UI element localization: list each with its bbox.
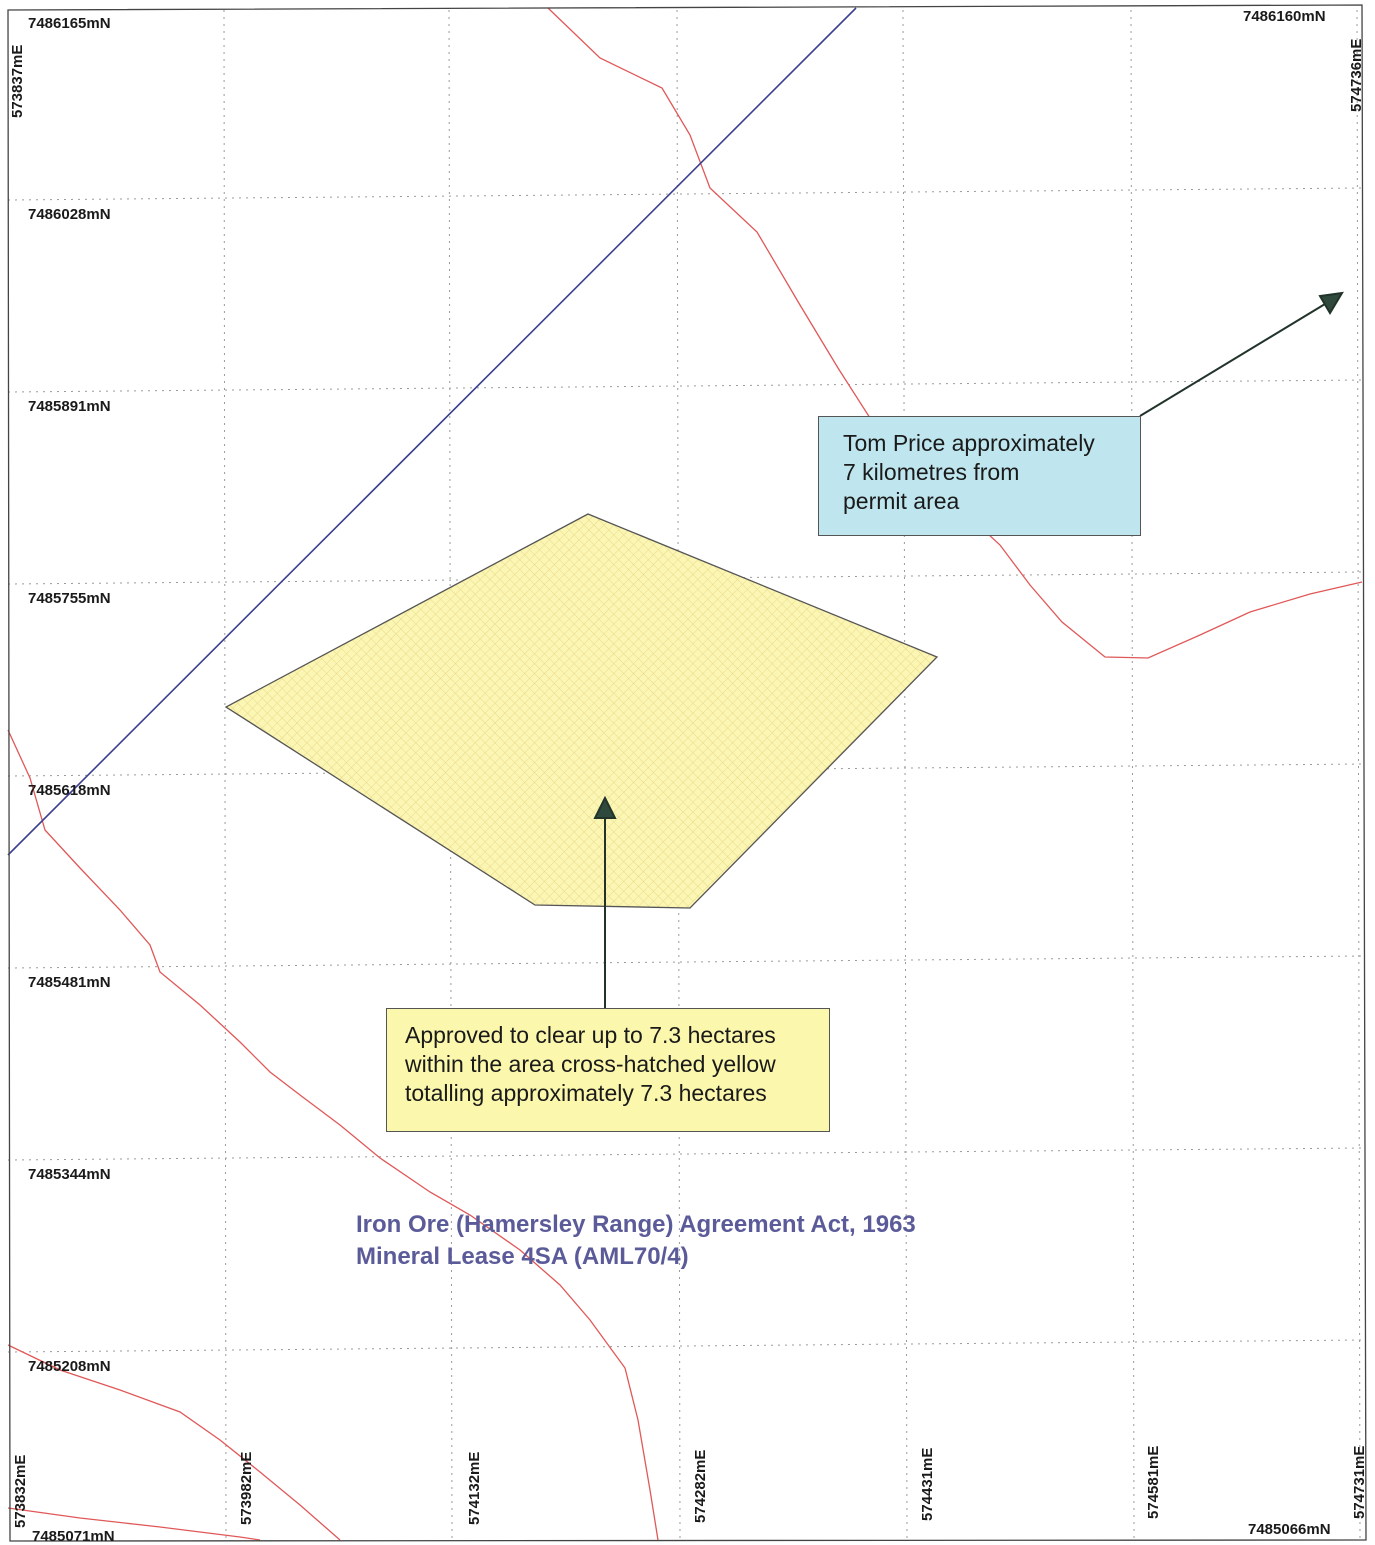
drainage-line-middle bbox=[7, 729, 659, 1541]
town-arrow-head bbox=[1318, 291, 1344, 315]
grid-line-east-4 bbox=[902, 9, 908, 1541]
clearing-approval-callout: Approved to clear up to 7.3 hectares wit… bbox=[386, 1008, 830, 1132]
northing-label: 7485481mN bbox=[28, 974, 111, 991]
tenement-boundary-line bbox=[7, 7, 857, 856]
easting-label: 573832mE bbox=[12, 1455, 29, 1528]
grid-line-east-1 bbox=[223, 9, 227, 1541]
grid-line-north-4 bbox=[7, 763, 1363, 777]
mineral-lease-label: Iron Ore (Hamersley Range) Agreement Act… bbox=[356, 1209, 916, 1273]
grid-line-north-2 bbox=[7, 379, 1363, 393]
grid-line-east-6 bbox=[1356, 9, 1361, 1541]
easting-label: 574132mE bbox=[466, 1452, 483, 1525]
lease-label-line: Mineral Lease 4SA (AML70/4) bbox=[356, 1243, 689, 1270]
northing-label: 7485344mN bbox=[28, 1166, 111, 1183]
corner-label-bottom-right-northing: 7485066mN bbox=[1248, 1521, 1331, 1538]
callout-line: within the area cross-hatched yellow bbox=[405, 1051, 776, 1077]
map-frame bbox=[7, 4, 1367, 1542]
easting-label: 574282mE bbox=[692, 1450, 709, 1523]
northing-label: 7486028mN bbox=[28, 206, 111, 223]
drainage-line-lower bbox=[7, 1344, 341, 1541]
callout-line: 7 kilometres from bbox=[843, 459, 1020, 485]
callout-line: totalling approximately 7.3 hectares bbox=[405, 1080, 767, 1106]
grid-line-north-6 bbox=[7, 1147, 1363, 1161]
corner-label-top-right-northing: 7486160mN bbox=[1243, 8, 1326, 25]
grid-line-north-7 bbox=[7, 1339, 1363, 1353]
corner-label-top-right-easting: 574736mE bbox=[1348, 39, 1365, 112]
corner-label-top-left-easting: 573837mE bbox=[9, 45, 26, 118]
easting-label: 574731mE bbox=[1351, 1446, 1368, 1519]
northing-labels: 7486165mN 7486028mN 7485891mN 7485755mN … bbox=[28, 8, 1331, 1545]
clearing-area-polygon bbox=[224, 513, 939, 909]
town-arrow-line bbox=[1139, 303, 1326, 417]
clearing-arrow-head bbox=[593, 795, 617, 819]
northing-label: 7485208mN bbox=[28, 1358, 111, 1375]
easting-labels: 573837mE 574736mE 573832mE 573982mE 5741… bbox=[9, 39, 1368, 1528]
callout-line: Approved to clear up to 7.3 hectares bbox=[405, 1022, 776, 1048]
grid-line-east-2 bbox=[448, 9, 453, 1541]
grid-line-north-5 bbox=[7, 955, 1363, 969]
easting-label: 574581mE bbox=[1145, 1446, 1162, 1519]
callout-line: Tom Price approximately bbox=[843, 430, 1095, 456]
easting-label: 574431mE bbox=[919, 1448, 936, 1521]
corner-label-bottom-left-northing: 7485071mN bbox=[32, 1528, 115, 1545]
easting-label: 573982mE bbox=[238, 1452, 255, 1525]
callout-line: permit area bbox=[843, 488, 960, 514]
northing-label: 7485891mN bbox=[28, 398, 111, 415]
grid-line-east-3 bbox=[676, 9, 681, 1541]
callout-arrows bbox=[593, 291, 1344, 1008]
grid-line-east-5 bbox=[1130, 9, 1135, 1541]
northing-label: 7485618mN bbox=[28, 782, 111, 799]
drainage-line-bottom bbox=[7, 1507, 261, 1541]
northing-label: 7485755mN bbox=[28, 590, 111, 607]
corner-label-top-left-northing: 7486165mN bbox=[28, 15, 111, 32]
grid bbox=[7, 9, 1363, 1541]
town-distance-callout: Tom Price approximately 7 kilometres fro… bbox=[818, 416, 1141, 536]
grid-line-north-1 bbox=[7, 187, 1363, 201]
lease-label-line: Iron Ore (Hamersley Range) Agreement Act… bbox=[356, 1211, 916, 1238]
grid-line-north-3 bbox=[7, 571, 1363, 585]
